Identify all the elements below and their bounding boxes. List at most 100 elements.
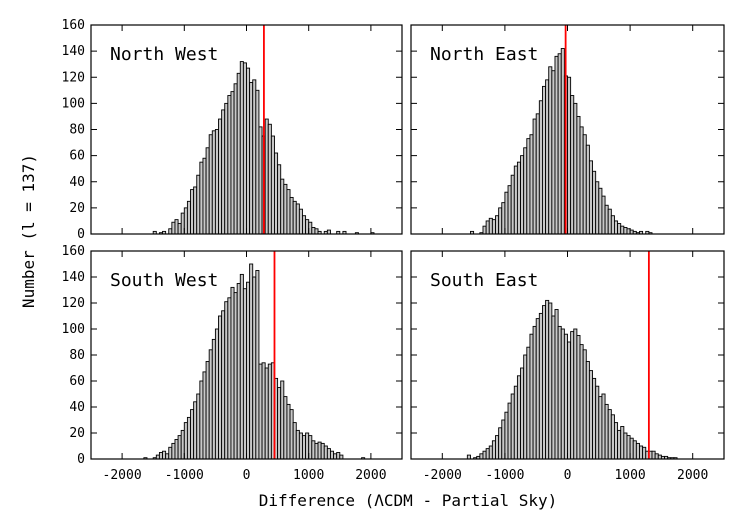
histogram-bar [242,62,247,235]
histogram-bar [186,200,191,235]
histogram-bar [610,215,615,235]
histogram-bar [267,363,272,460]
histogram-bar [218,118,223,235]
histogram-bar [314,442,319,460]
histogram-bar [507,402,512,460]
histogram-bar [289,409,294,460]
histogram-bar [598,187,603,235]
histogram-bar [642,446,647,460]
histogram-bar [171,221,176,235]
histogram-bar [557,325,562,460]
histogram-bar [482,225,487,235]
histogram-bar [162,450,167,460]
histogram-bar [233,292,238,460]
x-tick-label: -2000 [423,468,462,483]
histogram-bar [542,85,547,235]
y-tick-label: 160 [62,18,85,33]
histogram-bar [258,363,263,460]
histogram-bar [283,183,288,235]
histogram-bar [317,441,322,460]
histogram-bar [516,161,521,235]
histogram-bar [190,409,195,460]
histogram-bar [576,335,581,460]
histogram-bar [246,67,251,235]
histogram-bar [623,432,628,460]
histogram-bar [567,341,572,460]
histogram-bar [242,288,247,460]
histogram-bar [607,208,612,235]
panel-title: North West [110,44,218,65]
y-tick-label: 0 [77,452,85,467]
histogram-bar [567,76,572,235]
panel-title: South West [110,270,218,291]
histogram-bar [563,333,568,460]
histogram-bar [595,385,600,460]
histogram-bar [601,195,606,235]
histogram-bar [298,432,303,460]
histogram-bar [314,228,319,235]
histogram-bar [264,367,269,460]
histogram-bar [576,115,581,235]
y-tick-label: 40 [69,175,85,190]
histogram-bar [199,380,204,460]
histogram-bar [545,299,550,460]
histogram-bar [252,79,257,235]
histogram-bar [601,393,606,460]
histogram-bar [617,429,622,460]
histogram-bar [295,429,300,460]
histogram-bar [236,72,241,235]
histogram-bar [202,157,207,235]
histogram-bar [264,118,269,235]
y-tick-label: 120 [62,296,85,311]
histogram-bar [283,396,288,460]
y-tick-label: 100 [62,96,85,111]
x-tick-label: 2000 [355,468,386,483]
histogram-bar [298,208,303,235]
histogram-bar [598,396,603,460]
histogram-bar [554,309,559,460]
histogram-bar [205,361,210,460]
histogram-bar [538,312,543,460]
panel-north-west: 0 20 40 60 80 100 120 140 160 North West [62,18,403,242]
histogram-bar [267,123,272,235]
histogram-bar [588,370,593,460]
histogram-bar [239,273,244,460]
y-tick-label: 140 [62,44,85,59]
histogram-bar [604,403,609,460]
histogram-bar [158,452,163,460]
histogram-bar [614,220,619,235]
histogram-bar [168,446,173,460]
histogram-bar [333,453,338,460]
y-tick-label: 140 [62,270,85,285]
histogram-bar [236,283,241,460]
histogram-bar [255,89,260,235]
histogram-bar [573,102,578,235]
x-tick-label: -1000 [165,468,204,483]
histogram-bar [224,301,229,460]
histogram-bar [588,160,593,235]
histogram-bar [485,448,490,460]
histogram-bar [286,403,291,460]
histogram-bar [635,442,640,460]
histogram-bar [573,328,578,460]
histogram-bar [208,134,213,235]
histogram-bar [208,349,213,460]
histogram-bar [211,338,216,460]
histogram-bar [610,414,615,460]
histogram-bar [654,453,659,460]
panel-south-east: -2000 -1000 0 1000 2000 South East [410,250,725,483]
histogram-bar [270,135,275,235]
y-tick-label: 80 [69,348,85,363]
histogram-bar [548,302,553,460]
histogram-bar [488,217,493,235]
histogram-bar [255,270,260,460]
histogram-bar [227,297,232,460]
histogram-bar [532,118,537,235]
histogram-bar [193,401,198,460]
y-tick-label: 40 [69,400,85,415]
histogram-bar [292,422,297,460]
histogram-bar [542,305,547,460]
histogram-bar [582,134,587,235]
histogram-bar [560,48,565,235]
histogram-bar [239,61,244,235]
